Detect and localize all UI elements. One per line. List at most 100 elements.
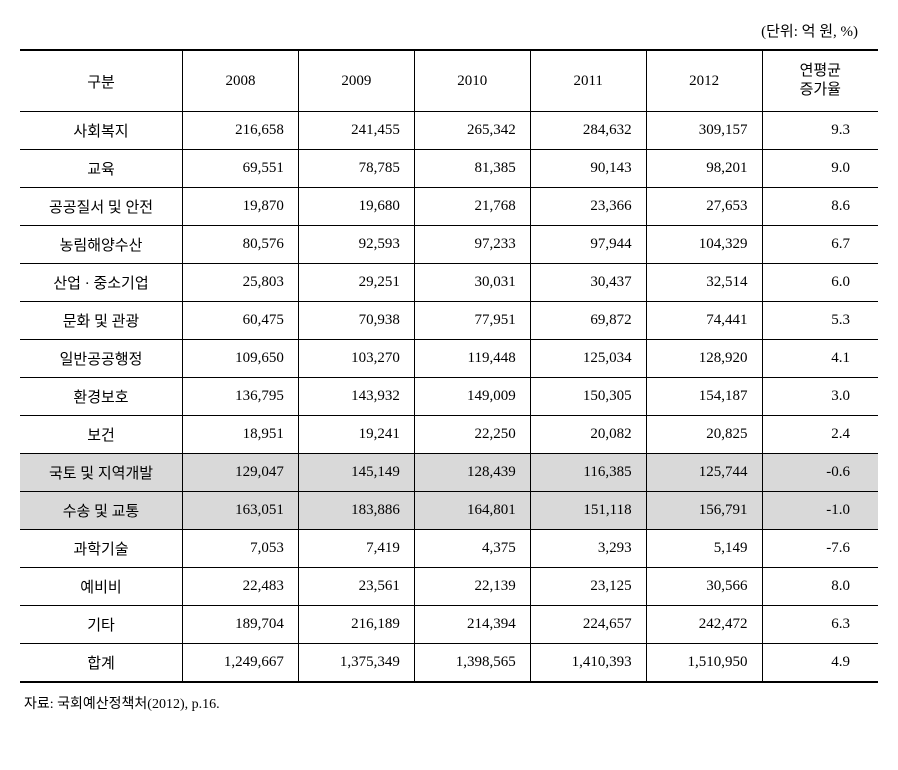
cell-2009: 241,455 <box>298 112 414 150</box>
cell-2010: 265,342 <box>414 112 530 150</box>
header-2008: 2008 <box>183 50 299 112</box>
cell-rate: 8.6 <box>762 188 878 226</box>
cell-2011: 224,657 <box>530 606 646 644</box>
cell-rate: 3.0 <box>762 378 878 416</box>
cell-rate: -1.0 <box>762 492 878 530</box>
cell-rate: 8.0 <box>762 568 878 606</box>
cell-2012: 30,566 <box>646 568 762 606</box>
table-row: 과학기술7,0537,4194,3753,2935,149-7.6 <box>20 530 878 568</box>
cell-rate: 9.3 <box>762 112 878 150</box>
cell-2011: 284,632 <box>530 112 646 150</box>
cell-label: 기타 <box>20 606 183 644</box>
cell-2009: 1,375,349 <box>298 644 414 683</box>
cell-2009: 19,680 <box>298 188 414 226</box>
cell-label: 사회복지 <box>20 112 183 150</box>
cell-2011: 3,293 <box>530 530 646 568</box>
cell-label: 보건 <box>20 416 183 454</box>
cell-2011: 23,125 <box>530 568 646 606</box>
table-row: 환경보호136,795143,932149,009150,305154,1873… <box>20 378 878 416</box>
cell-2008: 19,870 <box>183 188 299 226</box>
cell-label: 공공질서 및 안전 <box>20 188 183 226</box>
table-row: 예비비22,48323,56122,13923,12530,5668.0 <box>20 568 878 606</box>
cell-label: 교육 <box>20 150 183 188</box>
cell-rate: -7.6 <box>762 530 878 568</box>
unit-label: (단위: 억 원, %) <box>20 20 878 41</box>
table-row: 농림해양수산80,57692,59397,23397,944104,3296.7 <box>20 226 878 264</box>
header-rate-line2: 증가율 <box>800 82 841 98</box>
cell-2009: 183,886 <box>298 492 414 530</box>
cell-2011: 150,305 <box>530 378 646 416</box>
cell-2010: 22,250 <box>414 416 530 454</box>
cell-label: 환경보호 <box>20 378 183 416</box>
cell-2010: 164,801 <box>414 492 530 530</box>
cell-2008: 18,951 <box>183 416 299 454</box>
cell-2009: 216,189 <box>298 606 414 644</box>
cell-2012: 128,920 <box>646 340 762 378</box>
table-row: 기타189,704216,189214,394224,657242,4726.3 <box>20 606 878 644</box>
cell-2008: 69,551 <box>183 150 299 188</box>
cell-2010: 77,951 <box>414 302 530 340</box>
cell-2012: 154,187 <box>646 378 762 416</box>
cell-2012: 32,514 <box>646 264 762 302</box>
cell-2008: 109,650 <box>183 340 299 378</box>
cell-rate: 4.9 <box>762 644 878 683</box>
cell-2008: 25,803 <box>183 264 299 302</box>
cell-2012: 1,510,950 <box>646 644 762 683</box>
cell-2010: 149,009 <box>414 378 530 416</box>
cell-2011: 23,366 <box>530 188 646 226</box>
table-row: 합계1,249,6671,375,3491,398,5651,410,3931,… <box>20 644 878 683</box>
header-row: 구분 2008 2009 2010 2011 2012 연평균 증가율 <box>20 50 878 112</box>
cell-2010: 30,031 <box>414 264 530 302</box>
table-row: 수송 및 교통163,051183,886164,801151,118156,7… <box>20 492 878 530</box>
cell-2009: 143,932 <box>298 378 414 416</box>
cell-rate: 5.3 <box>762 302 878 340</box>
cell-2008: 22,483 <box>183 568 299 606</box>
header-rate: 연평균 증가율 <box>762 50 878 112</box>
cell-label: 농림해양수산 <box>20 226 183 264</box>
cell-label: 일반공공행정 <box>20 340 183 378</box>
cell-2011: 1,410,393 <box>530 644 646 683</box>
cell-label: 수송 및 교통 <box>20 492 183 530</box>
table-row: 교육69,55178,78581,38590,14398,2019.0 <box>20 150 878 188</box>
cell-rate: -0.6 <box>762 454 878 492</box>
cell-2008: 216,658 <box>183 112 299 150</box>
cell-2010: 81,385 <box>414 150 530 188</box>
table-row: 산업 · 중소기업25,80329,25130,03130,43732,5146… <box>20 264 878 302</box>
source-note: 자료: 국회예산정책처(2012), p.16. <box>20 693 878 713</box>
cell-rate: 6.3 <box>762 606 878 644</box>
cell-2008: 163,051 <box>183 492 299 530</box>
cell-2012: 74,441 <box>646 302 762 340</box>
cell-label: 합계 <box>20 644 183 683</box>
header-rate-line1: 연평균 <box>800 63 841 79</box>
cell-2008: 189,704 <box>183 606 299 644</box>
cell-rate: 4.1 <box>762 340 878 378</box>
cell-2011: 30,437 <box>530 264 646 302</box>
table-row: 일반공공행정109,650103,270119,448125,034128,92… <box>20 340 878 378</box>
cell-2010: 119,448 <box>414 340 530 378</box>
cell-label: 예비비 <box>20 568 183 606</box>
cell-rate: 9.0 <box>762 150 878 188</box>
cell-2010: 22,139 <box>414 568 530 606</box>
cell-2011: 90,143 <box>530 150 646 188</box>
cell-2012: 104,329 <box>646 226 762 264</box>
cell-2010: 128,439 <box>414 454 530 492</box>
cell-rate: 6.7 <box>762 226 878 264</box>
cell-2011: 116,385 <box>530 454 646 492</box>
cell-2010: 4,375 <box>414 530 530 568</box>
cell-2009: 7,419 <box>298 530 414 568</box>
table-body: 사회복지216,658241,455265,342284,632309,1579… <box>20 112 878 683</box>
table-row: 보건18,95119,24122,25020,08220,8252.4 <box>20 416 878 454</box>
cell-2012: 98,201 <box>646 150 762 188</box>
table-row: 국토 및 지역개발129,047145,149128,439116,385125… <box>20 454 878 492</box>
cell-2011: 69,872 <box>530 302 646 340</box>
cell-2008: 80,576 <box>183 226 299 264</box>
header-2011: 2011 <box>530 50 646 112</box>
cell-label: 문화 및 관광 <box>20 302 183 340</box>
budget-table: 구분 2008 2009 2010 2011 2012 연평균 증가율 사회복지… <box>20 49 878 683</box>
cell-2012: 242,472 <box>646 606 762 644</box>
table-row: 공공질서 및 안전19,87019,68021,76823,36627,6538… <box>20 188 878 226</box>
cell-2009: 29,251 <box>298 264 414 302</box>
cell-rate: 6.0 <box>762 264 878 302</box>
cell-2008: 7,053 <box>183 530 299 568</box>
cell-label: 과학기술 <box>20 530 183 568</box>
